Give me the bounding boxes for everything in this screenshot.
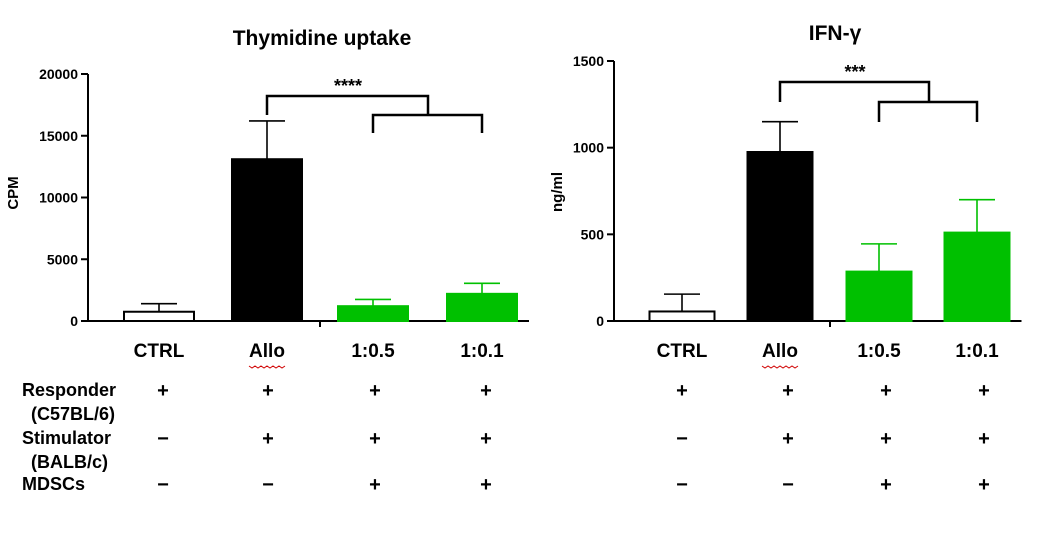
bar-1-0-1: [943, 231, 1011, 323]
y-tick-label: 1500: [573, 53, 604, 69]
significance-stars: ****: [334, 76, 362, 96]
condition-row-label: Responder: [22, 380, 116, 400]
bar-ctrl: [123, 310, 195, 322]
condition-sign: +: [369, 380, 381, 402]
chart-title: IFN-γ: [809, 22, 862, 45]
y-axis-label: CPM: [5, 176, 22, 209]
y-ticks: 0 5000 10000 15000 20000: [39, 66, 88, 329]
condition-sign: +: [782, 428, 794, 450]
condition-sign: +: [676, 380, 688, 402]
y-tick-label: 10000: [39, 190, 78, 206]
bar-1-0-5: [337, 305, 409, 322]
condition-sign: −: [676, 428, 688, 450]
ifn-gamma-chart: IFN-γ ng/ml 0 500 1000 1500 CTRL Allo 1:0.5 1:…: [549, 22, 1022, 369]
condition-sign: +: [480, 380, 492, 402]
condition-row-label: Stimulator: [22, 428, 111, 448]
category-label: CTRL: [134, 341, 185, 362]
bar-ctrl: [648, 310, 716, 323]
bars: [123, 158, 518, 322]
bracket-inner: [371, 113, 484, 133]
condition-sign: +: [978, 380, 990, 402]
category-label: 1:0.1: [955, 341, 999, 362]
condition-sign: −: [676, 474, 688, 496]
condition-sign: +: [978, 474, 990, 496]
condition-sign: −: [157, 428, 169, 450]
condition-row-label: MDSCs: [22, 474, 85, 494]
condition-sign: +: [369, 474, 381, 496]
condition-sign: +: [782, 380, 794, 402]
bar-allo: [746, 151, 814, 322]
condition-sign: −: [262, 474, 274, 496]
category-label: Allo: [762, 341, 798, 362]
y-axis-label: ng/ml: [549, 172, 566, 212]
condition-sign: +: [880, 380, 892, 402]
error-bars: [664, 120, 995, 312]
bracket-outer: [265, 94, 430, 115]
significance-stars: ***: [844, 62, 865, 82]
condition-table: Responder (C57BL/6) + + + + + + + + Stimulator (BAL…: [22, 380, 990, 496]
condition-sign: +: [262, 380, 274, 402]
category-label: 1:0.1: [460, 341, 504, 362]
significance-bracket: ****: [265, 76, 484, 133]
bar-1-0-5: [845, 270, 913, 323]
condition-row-label: (C57BL/6): [31, 404, 115, 424]
condition-sign: +: [880, 474, 892, 496]
significance-bracket: ***: [778, 62, 979, 122]
condition-sign: +: [262, 428, 274, 450]
category-labels: CTRL Allo 1:0.5 1:0.1: [134, 341, 504, 369]
bracket-inner: [877, 100, 979, 122]
bar-1-0-1: [446, 292, 518, 322]
y-tick-label: 0: [596, 313, 604, 329]
category-label: 1:0.5: [351, 341, 395, 362]
thymidine-chart: Thymidine uptake CPM 0 5000 10000 15000 2000…: [5, 27, 529, 369]
condition-sign: +: [157, 380, 169, 402]
condition-sign: −: [782, 474, 794, 496]
category-label: 1:0.5: [857, 341, 901, 362]
condition-sign: +: [978, 428, 990, 450]
axes: [87, 74, 529, 327]
y-tick-label: 500: [581, 226, 605, 242]
bars: [648, 151, 1011, 323]
condition-sign: −: [157, 474, 169, 496]
category-labels: CTRL Allo 1:0.5 1:0.1: [657, 341, 999, 369]
y-tick-label: 1000: [573, 140, 604, 156]
y-tick-label: 15000: [39, 128, 78, 144]
y-tick-label: 5000: [47, 251, 78, 267]
spellcheck-underline: [761, 365, 799, 369]
condition-sign: +: [369, 428, 381, 450]
chart-title: Thymidine uptake: [233, 27, 412, 50]
condition-sign: +: [480, 428, 492, 450]
error-bars: [141, 120, 500, 312]
y-ticks: 0 500 1000 1500: [573, 53, 614, 329]
condition-sign: +: [480, 474, 492, 496]
y-tick-label: 20000: [39, 66, 78, 82]
bar-allo: [231, 158, 303, 322]
category-label: Allo: [249, 341, 285, 362]
spellcheck-underline: [248, 365, 286, 369]
condition-row-label: (BALB/c): [31, 452, 108, 472]
y-tick-label: 0: [70, 313, 78, 329]
category-label: CTRL: [657, 341, 708, 362]
condition-sign: +: [880, 428, 892, 450]
bracket-outer: [778, 80, 931, 102]
